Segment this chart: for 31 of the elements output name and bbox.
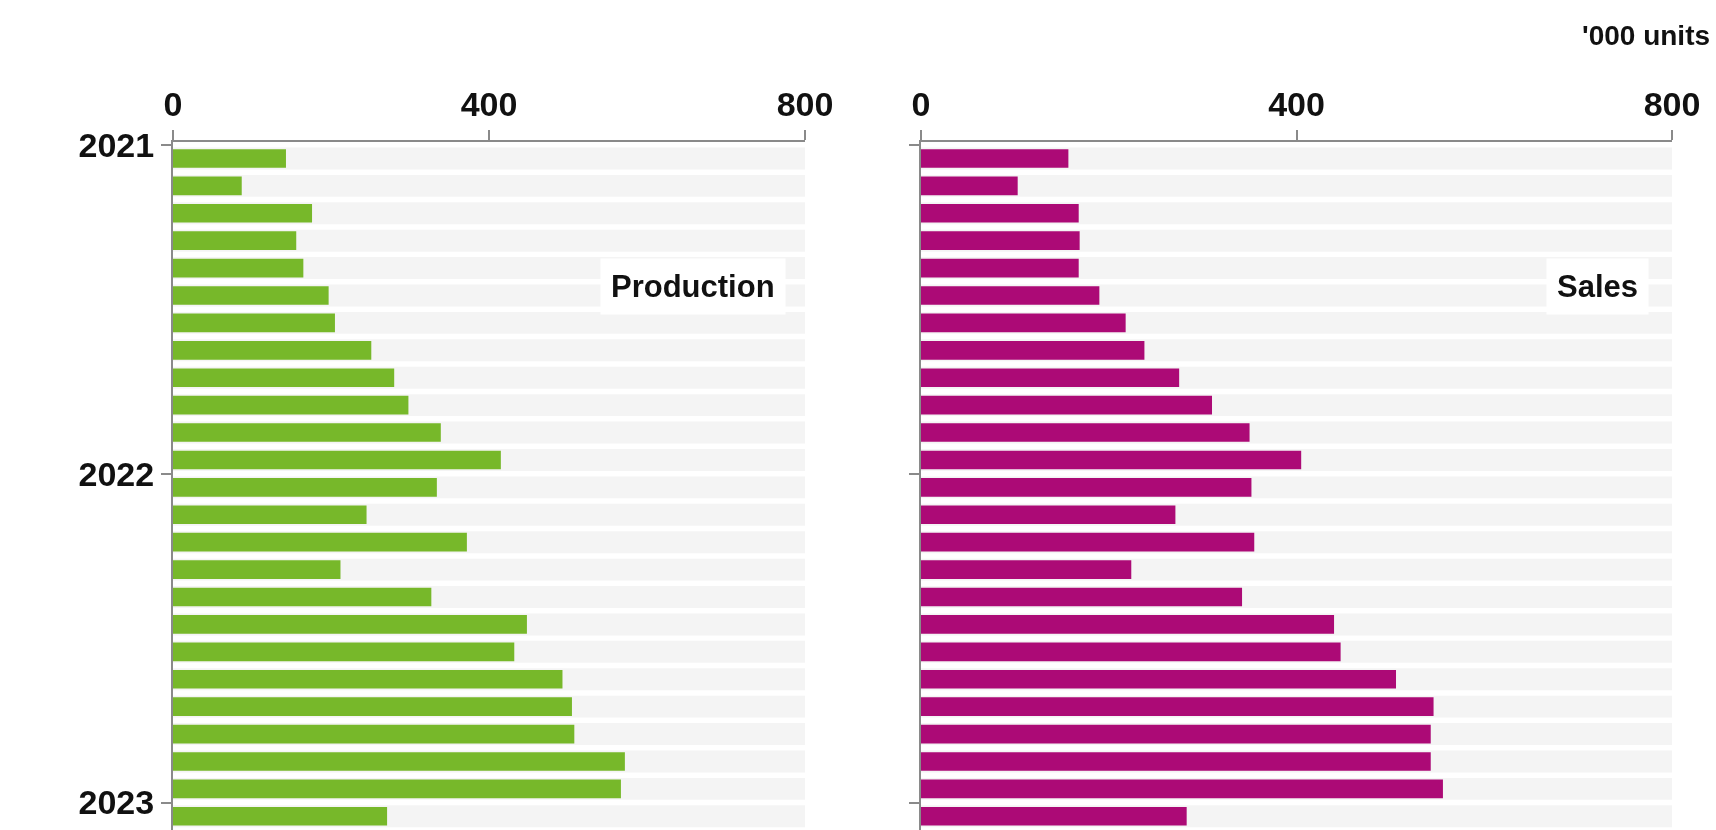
bar (921, 176, 1018, 196)
bar (921, 313, 1126, 333)
bar (921, 149, 1069, 168)
x-tick-label: 400 (1268, 85, 1325, 124)
x-tick-label: 400 (460, 85, 518, 124)
y-tick-label: 2023 (78, 783, 155, 822)
bar (173, 149, 286, 168)
bar (921, 258, 1079, 278)
bar (173, 176, 242, 196)
bar (173, 203, 313, 223)
bar (173, 313, 335, 333)
x-tick-label: 0 (163, 85, 183, 124)
bar (921, 231, 1080, 250)
y-tick-label: 2022 (78, 454, 155, 493)
y-tick-label: 2021 (78, 125, 155, 164)
bar (173, 286, 329, 305)
bar (173, 341, 372, 360)
bar (173, 231, 297, 250)
bar (921, 560, 1132, 579)
x-tick-label: 800 (1643, 85, 1701, 124)
bar (921, 286, 1100, 305)
text: Sales (1557, 269, 1639, 304)
bar (921, 341, 1145, 360)
bar (173, 560, 341, 579)
x-tick-label: 0 (911, 85, 931, 124)
x-tick-label: 800 (776, 85, 834, 124)
bar (173, 505, 367, 525)
bar (173, 258, 304, 278)
bar (921, 203, 1079, 223)
text: Production (611, 269, 775, 304)
text: '000 units (1582, 20, 1711, 51)
